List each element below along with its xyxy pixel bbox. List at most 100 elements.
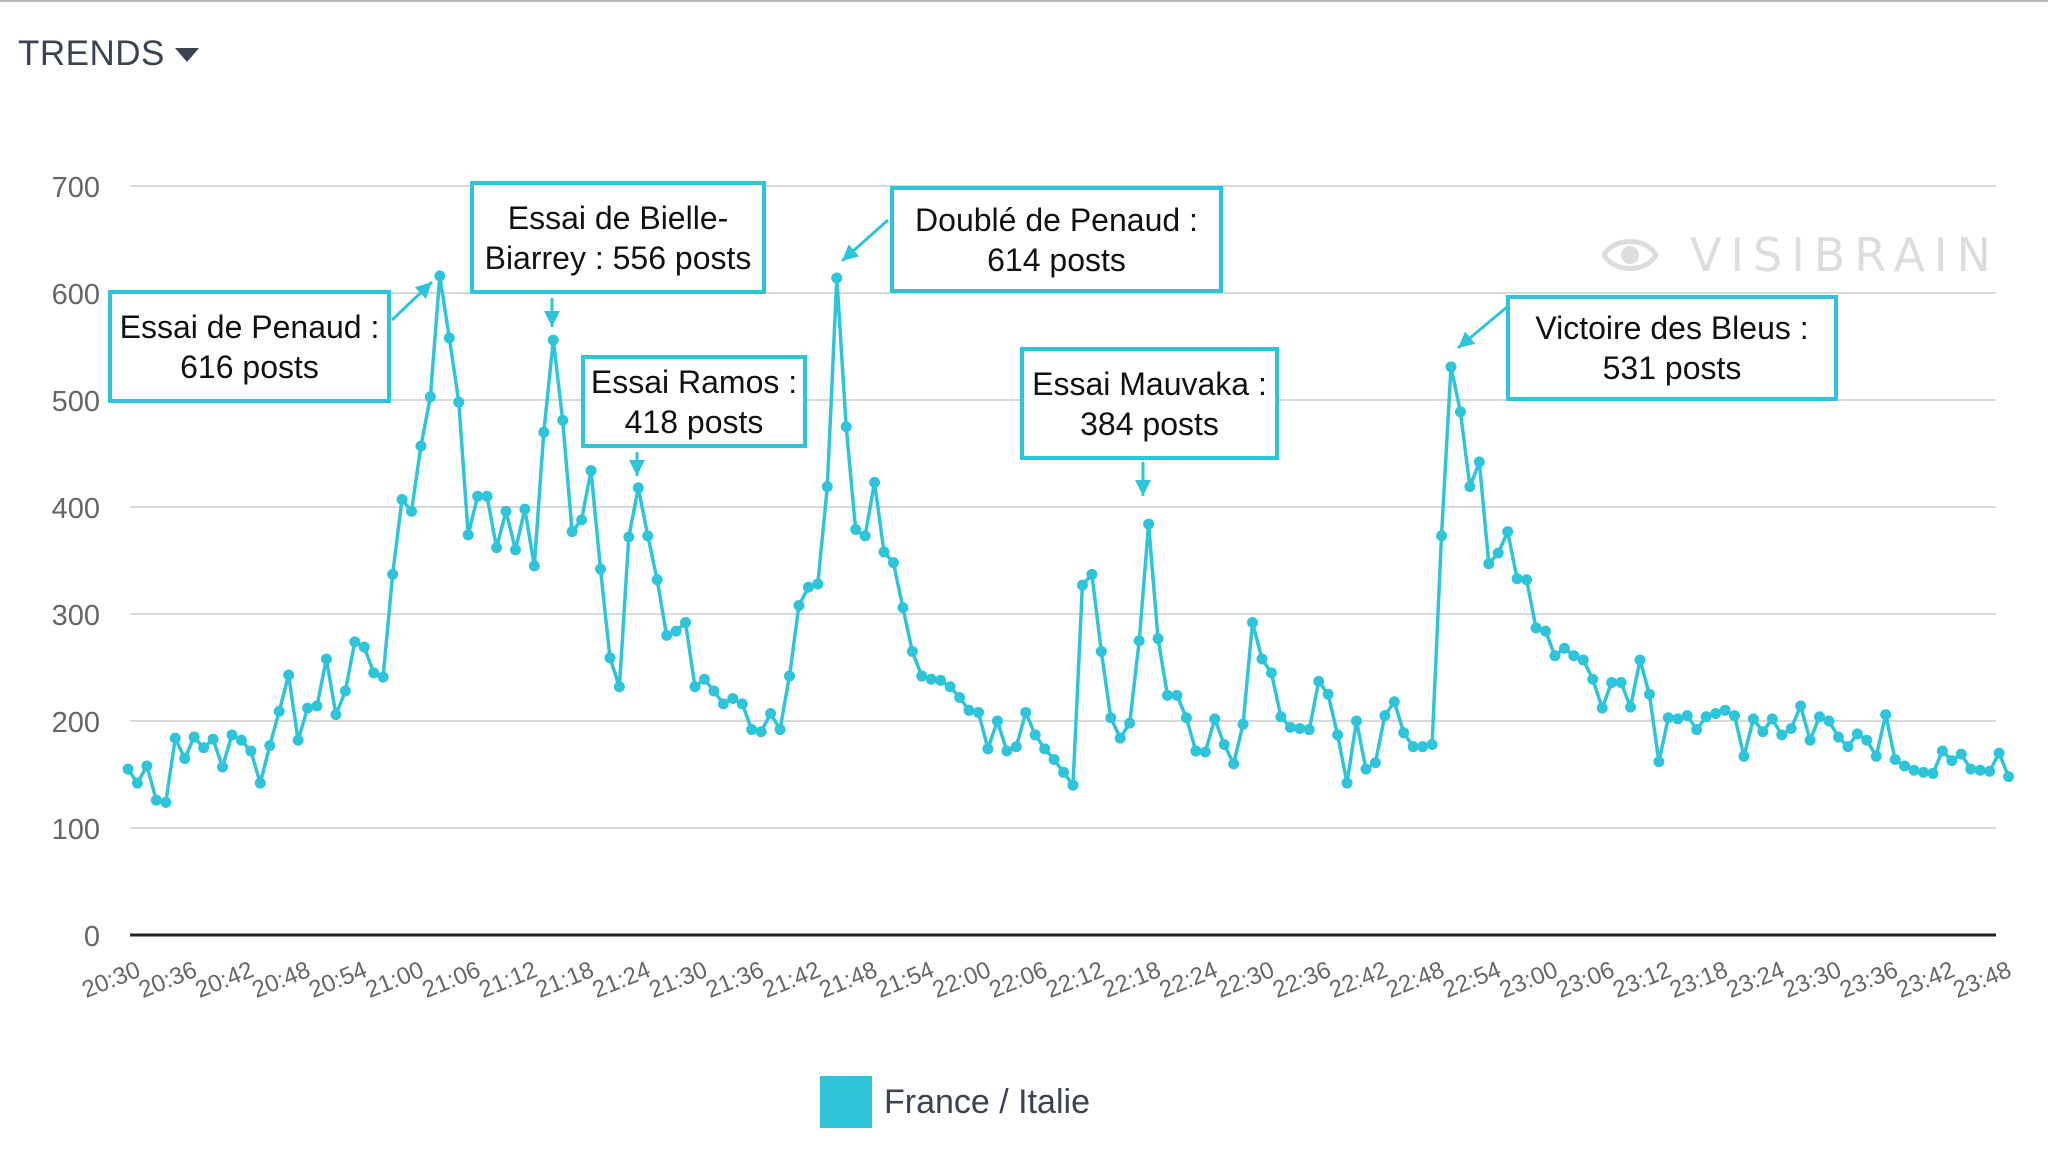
- x-tick-label: 22:48: [1382, 956, 1448, 1004]
- data-point: [377, 671, 389, 683]
- data-point: [188, 731, 200, 743]
- data-point: [944, 681, 956, 693]
- data-point: [235, 734, 247, 746]
- x-tick-label: 22:00: [929, 956, 995, 1004]
- data-point: [273, 705, 285, 717]
- data-point: [1058, 766, 1070, 778]
- data-point: [717, 698, 729, 710]
- data-point: [264, 740, 276, 752]
- data-point: [453, 396, 465, 408]
- data-point: [727, 693, 739, 705]
- data-point: [1681, 710, 1693, 722]
- caret-down-icon: [174, 48, 199, 62]
- data-point: [1710, 708, 1722, 720]
- data-point: [358, 641, 370, 653]
- data-point: [396, 494, 408, 506]
- data-point: [1946, 755, 1958, 767]
- data-point: [1851, 728, 1863, 740]
- data-point: [604, 652, 616, 664]
- data-point: [424, 391, 436, 403]
- data-point: [434, 270, 446, 282]
- data-point: [538, 426, 550, 438]
- data-point: [916, 670, 928, 682]
- data-point: [1105, 712, 1117, 724]
- x-tick-label: 20:48: [248, 956, 314, 1004]
- data-point: [1275, 711, 1287, 723]
- data-point: [311, 700, 323, 712]
- data-point: [1020, 706, 1032, 718]
- data-point: [1199, 746, 1211, 758]
- y-tick-label: 700: [52, 172, 100, 204]
- data-point: [509, 544, 521, 556]
- data-point: [1936, 745, 1948, 757]
- data-point: [963, 704, 975, 716]
- data-point: [1284, 721, 1296, 733]
- data-point: [1814, 711, 1826, 723]
- data-point: [1568, 650, 1580, 662]
- data-point: [169, 732, 181, 744]
- data-point: [1653, 756, 1665, 768]
- x-tick-label: 21:00: [362, 956, 428, 1004]
- legend-label: France / Italie: [884, 1082, 1090, 1121]
- data-point: [1540, 625, 1551, 637]
- data-point: [1691, 724, 1703, 736]
- data-point: [1351, 715, 1362, 727]
- data-point: [1908, 764, 1920, 776]
- data-point: [708, 685, 720, 697]
- x-tick-label: 22:36: [1269, 956, 1335, 1004]
- x-tick-label: 23:48: [1949, 956, 2015, 1004]
- data-point: [1360, 763, 1372, 775]
- x-tick-label: 21:54: [872, 956, 938, 1004]
- annotation-mauvaka-try: Essai Mauvaka : 384 posts: [1020, 347, 1279, 460]
- annotation-line1: Doublé de Penaud :: [915, 201, 1198, 238]
- data-point: [462, 529, 474, 541]
- y-tick-label: 600: [52, 279, 100, 311]
- trends-dropdown[interactable]: TRENDS: [18, 34, 199, 74]
- data-point: [217, 761, 228, 773]
- data-point: [1842, 741, 1854, 753]
- data-point: [576, 514, 588, 526]
- data-point: [387, 568, 399, 580]
- data-point: [1067, 779, 1079, 791]
- data-point: [302, 702, 314, 714]
- x-tick-label: 22:18: [1099, 956, 1165, 1004]
- data-point: [802, 581, 814, 593]
- data-point: [1587, 673, 1599, 685]
- annotation-line2: 614 posts: [987, 241, 1126, 278]
- data-point: [1369, 757, 1381, 769]
- annotation-line1: Essai de Bielle-: [507, 199, 729, 236]
- data-point: [1265, 667, 1277, 679]
- data-point: [406, 505, 417, 517]
- data-point: [1530, 622, 1542, 634]
- data-point: [519, 503, 531, 515]
- data-point: [179, 752, 191, 764]
- legend-item[interactable]: France / Italie: [820, 1076, 1090, 1128]
- data-point: [1785, 722, 1797, 734]
- data-point: [1436, 530, 1448, 542]
- annotation-line2: 418 posts: [624, 403, 764, 440]
- data-point: [1804, 734, 1816, 746]
- annotation-line1: Essai Mauvaka :: [1032, 365, 1267, 402]
- data-point: [330, 709, 342, 721]
- data-point: [878, 546, 890, 558]
- data-point: [1738, 750, 1750, 762]
- data-point: [765, 708, 777, 720]
- data-point: [840, 421, 852, 433]
- x-tick-label: 21:30: [645, 956, 711, 1004]
- annotation-line1: Victoire des Bleus :: [1535, 310, 1809, 346]
- annotation-arrowhead: [1458, 331, 1476, 348]
- data-point: [1662, 712, 1674, 724]
- x-tick-label: 22:54: [1439, 956, 1505, 1004]
- data-point: [869, 476, 881, 488]
- data-point: [897, 602, 909, 614]
- data-point: [1984, 765, 1996, 777]
- data-point: [1880, 709, 1892, 721]
- data-point: [1766, 713, 1778, 725]
- data-point: [784, 670, 795, 682]
- annotation-penaud-double: Doublé de Penaud : 614 posts: [890, 186, 1223, 293]
- annotation-line2: 616 posts: [180, 348, 319, 385]
- data-point: [1606, 676, 1618, 688]
- data-point: [1417, 741, 1429, 753]
- x-tick-label: 20:42: [192, 956, 258, 1004]
